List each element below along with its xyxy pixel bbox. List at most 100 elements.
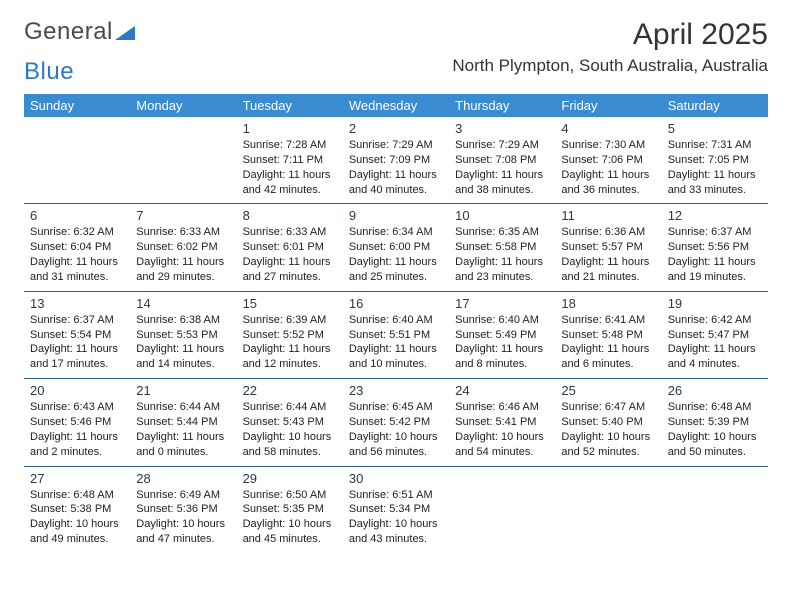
day-details: Sunrise: 6:44 AMSunset: 5:43 PMDaylight:… <box>243 400 337 459</box>
day-cell: 4 Sunrise: 7:30 AMSunset: 7:06 PMDaylight… <box>555 117 661 203</box>
day-number: 22 <box>243 383 337 398</box>
day-details: Sunrise: 6:48 AMSunset: 5:38 PMDaylight:… <box>30 488 124 547</box>
day-details: Sunrise: 6:46 AMSunset: 5:41 PMDaylight:… <box>455 400 549 459</box>
col-tuesday: Tuesday <box>237 94 343 117</box>
col-saturday: Saturday <box>662 94 768 117</box>
day-cell: 20Sunrise: 6:43 AMSunset: 5:46 PMDayligh… <box>24 378 130 465</box>
day-number: 23 <box>349 383 443 398</box>
col-wednesday: Wednesday <box>343 94 449 117</box>
day-cell: 10 Sunrise: 6:35 AMSunset: 5:58 PMDayligh… <box>449 203 555 290</box>
day-details: Sunrise: 6:40 AMSunset: 5:49 PMDaylight:… <box>455 313 549 372</box>
day-details: Sunrise: 6:47 AMSunset: 5:40 PMDaylight:… <box>561 400 655 459</box>
day-cell: 1 Sunrise: 7:28 AMSunset: 7:11 PMDaylight… <box>237 117 343 203</box>
day-cell: 18 Sunrise: 6:41 AMSunset: 5:48 PMDayligh… <box>555 291 661 378</box>
day-details: Sunrise: 6:35 AMSunset: 5:58 PMDaylight:… <box>455 225 549 284</box>
page-title: April 2025 <box>452 18 768 52</box>
day-details: Sunrise: 6:45 AMSunset: 5:42 PMDaylight:… <box>349 400 443 459</box>
calendar-row: 27 Sunrise: 6:48 AMSunset: 5:38 PMDayligh… <box>24 466 768 553</box>
day-details: Sunrise: 6:37 AMSunset: 5:56 PMDaylight:… <box>668 225 762 284</box>
col-thursday: Thursday <box>449 94 555 117</box>
day-details: Sunrise: 6:42 AMSunset: 5:47 PMDaylight:… <box>668 313 762 372</box>
day-cell: 19Sunrise: 6:42 AMSunset: 5:47 PMDayligh… <box>662 291 768 378</box>
day-details: Sunrise: 7:29 AMSunset: 7:08 PMDaylight:… <box>455 138 549 197</box>
calendar-body: 1 Sunrise: 7:28 AMSunset: 7:11 PMDaylight… <box>24 117 768 553</box>
day-number: 18 <box>561 296 655 311</box>
day-number: 16 <box>349 296 443 311</box>
day-number: 2 <box>349 121 443 136</box>
calendar-row: 6 Sunrise: 6:32 AMSunset: 6:04 PMDaylight… <box>24 203 768 290</box>
logo-text-general: General <box>24 18 113 46</box>
day-number: 27 <box>30 471 124 486</box>
day-details: Sunrise: 6:40 AMSunset: 5:51 PMDaylight:… <box>349 313 443 372</box>
day-number: 29 <box>243 471 337 486</box>
day-details: Sunrise: 6:34 AMSunset: 6:00 PMDaylight:… <box>349 225 443 284</box>
calendar-row: 13 Sunrise: 6:37 AMSunset: 5:54 PMDayligh… <box>24 291 768 378</box>
day-number: 5 <box>668 121 762 136</box>
day-number: 28 <box>136 471 230 486</box>
day-details: Sunrise: 6:36 AMSunset: 5:57 PMDaylight:… <box>561 225 655 284</box>
day-number: 6 <box>30 208 124 223</box>
day-number: 21 <box>136 383 230 398</box>
col-monday: Monday <box>130 94 236 117</box>
day-number: 3 <box>455 121 549 136</box>
day-cell: 17 Sunrise: 6:40 AMSunset: 5:49 PMDayligh… <box>449 291 555 378</box>
day-cell: 22 Sunrise: 6:44 AMSunset: 5:43 PMDayligh… <box>237 378 343 465</box>
day-number: 13 <box>30 296 124 311</box>
day-cell: 29 Sunrise: 6:50 AMSunset: 5:35 PMDayligh… <box>237 466 343 553</box>
day-details: Sunrise: 6:32 AMSunset: 6:04 PMDaylight:… <box>30 225 124 284</box>
day-cell: 14 Sunrise: 6:38 AMSunset: 5:53 PMDayligh… <box>130 291 236 378</box>
day-details: Sunrise: 7:30 AMSunset: 7:06 PMDaylight:… <box>561 138 655 197</box>
empty-cell <box>662 466 768 553</box>
day-cell: 5Sunrise: 7:31 AMSunset: 7:05 PMDaylight… <box>662 117 768 203</box>
day-number: 12 <box>668 208 762 223</box>
day-number: 25 <box>561 383 655 398</box>
day-details: Sunrise: 6:51 AMSunset: 5:34 PMDaylight:… <box>349 488 443 547</box>
day-number: 30 <box>349 471 443 486</box>
day-number: 10 <box>455 208 549 223</box>
location: North Plympton, South Australia, Austral… <box>452 56 768 76</box>
day-number: 1 <box>243 121 337 136</box>
col-friday: Friday <box>555 94 661 117</box>
day-cell: 16 Sunrise: 6:40 AMSunset: 5:51 PMDayligh… <box>343 291 449 378</box>
calendar-row: 20Sunrise: 6:43 AMSunset: 5:46 PMDayligh… <box>24 378 768 465</box>
day-number: 4 <box>561 121 655 136</box>
day-details: Sunrise: 6:37 AMSunset: 5:54 PMDaylight:… <box>30 313 124 372</box>
day-number: 14 <box>136 296 230 311</box>
day-cell: 24 Sunrise: 6:46 AMSunset: 5:41 PMDayligh… <box>449 378 555 465</box>
day-details: Sunrise: 6:48 AMSunset: 5:39 PMDaylight:… <box>668 400 762 459</box>
day-cell: 21Sunrise: 6:44 AMSunset: 5:44 PMDayligh… <box>130 378 236 465</box>
empty-cell <box>24 117 130 203</box>
day-number: 17 <box>455 296 549 311</box>
day-cell: 11 Sunrise: 6:36 AMSunset: 5:57 PMDayligh… <box>555 203 661 290</box>
logo: General <box>24 18 136 46</box>
day-cell: 6 Sunrise: 6:32 AMSunset: 6:04 PMDaylight… <box>24 203 130 290</box>
day-cell: 15 Sunrise: 6:39 AMSunset: 5:52 PMDayligh… <box>237 291 343 378</box>
day-details: Sunrise: 6:33 AMSunset: 6:01 PMDaylight:… <box>243 225 337 284</box>
day-details: Sunrise: 7:29 AMSunset: 7:09 PMDaylight:… <box>349 138 443 197</box>
day-cell: 27 Sunrise: 6:48 AMSunset: 5:38 PMDayligh… <box>24 466 130 553</box>
day-number: 26 <box>668 383 762 398</box>
day-cell: 12 Sunrise: 6:37 AMSunset: 5:56 PMDayligh… <box>662 203 768 290</box>
day-details: Sunrise: 6:41 AMSunset: 5:48 PMDaylight:… <box>561 313 655 372</box>
day-cell: 28 Sunrise: 6:49 AMSunset: 5:36 PMDayligh… <box>130 466 236 553</box>
day-cell: 9Sunrise: 6:34 AMSunset: 6:00 PMDaylight… <box>343 203 449 290</box>
day-cell: 2 Sunrise: 7:29 AMSunset: 7:09 PMDaylight… <box>343 117 449 203</box>
day-cell: 8 Sunrise: 6:33 AMSunset: 6:01 PMDaylight… <box>237 203 343 290</box>
weekday-header-row: Sunday Monday Tuesday Wednesday Thursday… <box>24 94 768 117</box>
day-cell: 3 Sunrise: 7:29 AMSunset: 7:08 PMDaylight… <box>449 117 555 203</box>
logo-triangle-icon <box>115 24 135 40</box>
day-number: 15 <box>243 296 337 311</box>
day-cell: 26 Sunrise: 6:48 AMSunset: 5:39 PMDayligh… <box>662 378 768 465</box>
day-details: Sunrise: 6:49 AMSunset: 5:36 PMDaylight:… <box>136 488 230 547</box>
day-number: 24 <box>455 383 549 398</box>
day-number: 7 <box>136 208 230 223</box>
empty-cell <box>555 466 661 553</box>
day-number: 8 <box>243 208 337 223</box>
empty-cell <box>130 117 236 203</box>
day-details: Sunrise: 6:38 AMSunset: 5:53 PMDaylight:… <box>136 313 230 372</box>
day-details: Sunrise: 6:50 AMSunset: 5:35 PMDaylight:… <box>243 488 337 547</box>
day-number: 11 <box>561 208 655 223</box>
day-details: Sunrise: 6:39 AMSunset: 5:52 PMDaylight:… <box>243 313 337 372</box>
day-cell: 7Sunrise: 6:33 AMSunset: 6:02 PMDaylight… <box>130 203 236 290</box>
day-details: Sunrise: 7:28 AMSunset: 7:11 PMDaylight:… <box>243 138 337 197</box>
